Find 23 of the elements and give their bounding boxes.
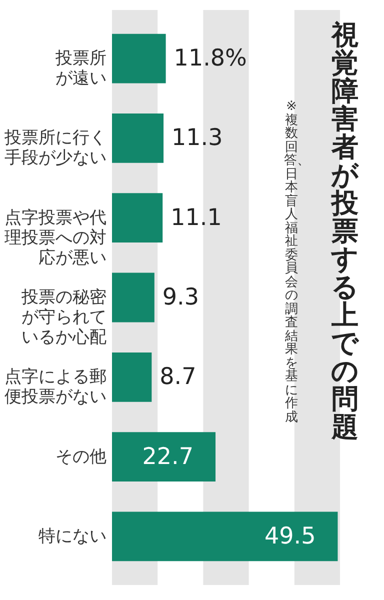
data-label: 8.7: [160, 364, 196, 390]
data-label: 11.8%: [174, 46, 247, 72]
y-tick-label: 点字による郵便投票がない: [4, 367, 106, 408]
bar: [112, 193, 163, 243]
data-label: 22.7: [142, 444, 194, 470]
data-label: 11.3: [172, 125, 223, 152]
bar: [112, 114, 164, 163]
y-tick-label: 投票所に行く手段が少ない: [4, 128, 106, 168]
chart-title: 視覚障害者が投票する上での問題: [331, 20, 359, 443]
data-label: 49.5: [264, 523, 316, 550]
data-label: 9.3: [162, 284, 199, 310]
bar: [112, 34, 166, 84]
y-tick-label: 特にない: [38, 526, 106, 546]
y-tick-label: 投票の秘密が守られているか心配: [20, 288, 106, 348]
bar: [112, 512, 338, 562]
text: ※複数回答、日本盲人福祉委員会の調査結果を基に作成: [284, 99, 310, 424]
data-label: 11.1: [170, 204, 222, 231]
y-tick-label: 点字投票や代理投票への対応が悪い: [4, 208, 106, 268]
bar: [112, 432, 216, 482]
bar: [112, 352, 152, 402]
y-tick-label: 投票所が遠い: [54, 48, 106, 89]
y-tick-label: その他: [56, 446, 106, 467]
bar: [112, 272, 154, 322]
